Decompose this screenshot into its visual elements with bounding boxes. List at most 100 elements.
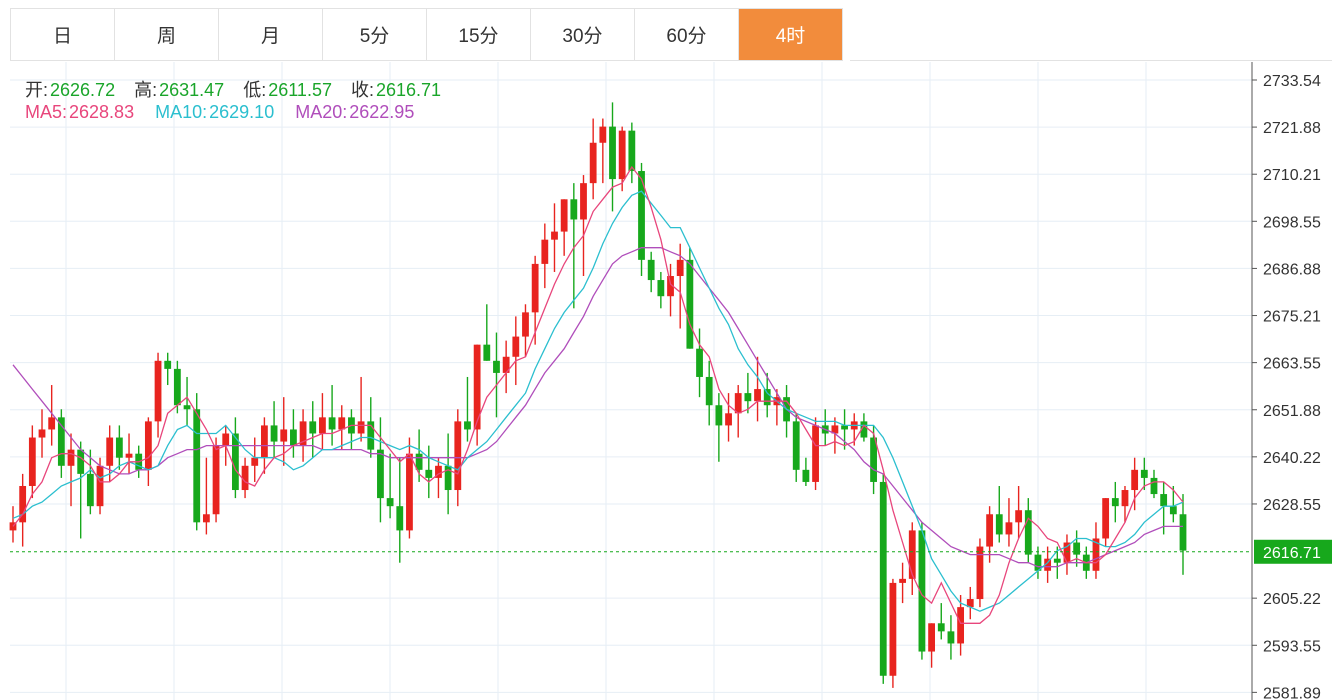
tab-week[interactable]: 周 [115, 9, 219, 61]
candle-body [812, 425, 819, 482]
candle-body [1140, 469, 1148, 478]
candle-body [638, 171, 645, 260]
ma10-line [12, 190, 1184, 612]
candle-body [609, 126, 616, 180]
candle-body [1053, 558, 1061, 563]
candle-body [48, 417, 56, 430]
candle-body [261, 425, 268, 458]
high-value: 2631.47 [159, 80, 225, 100]
candle-body [657, 280, 665, 297]
candle-body [251, 457, 259, 466]
candle-body [106, 437, 114, 466]
candle-body [531, 263, 539, 313]
close-value: 2616.71 [376, 80, 442, 100]
candle-body [725, 413, 732, 426]
candle-body [522, 312, 529, 337]
candle-body [1150, 477, 1158, 495]
ma10-value: 2629.10 [209, 102, 275, 122]
tab-5min[interactable]: 5分 [323, 9, 427, 61]
close-label: 收: [350, 80, 374, 100]
candle-body [512, 336, 520, 357]
candle-body [889, 582, 897, 676]
ma20-value: 2622.95 [349, 102, 415, 122]
candle-body [444, 465, 452, 491]
candle-body [290, 429, 297, 446]
candle-body [647, 259, 655, 281]
tab-30min[interactable]: 30分 [531, 9, 635, 61]
candle-body [841, 425, 848, 430]
candle-body [493, 360, 500, 373]
y-tick-label: 2628.55 [1263, 497, 1321, 514]
candle-body [705, 376, 713, 406]
candle-body [386, 498, 394, 507]
candle-body [415, 453, 423, 470]
tab-month[interactable]: 月 [219, 9, 323, 61]
tab-15min[interactable]: 15分 [427, 9, 531, 61]
candle-body [77, 449, 85, 474]
candle-body [831, 425, 839, 434]
candle-body [928, 623, 935, 652]
y-tick-label: 2593.55 [1263, 638, 1321, 655]
low-label: 低: [243, 80, 267, 100]
candle-body [1092, 538, 1100, 571]
candle-body [860, 421, 868, 438]
candle-body [986, 514, 994, 547]
candle-body [319, 417, 326, 434]
candle-body [328, 417, 336, 430]
candle-body [435, 465, 442, 478]
tab-60min[interactable]: 60分 [635, 9, 739, 61]
candle-body [1063, 542, 1071, 563]
candle-body [628, 130, 636, 172]
candle-body [144, 421, 152, 470]
candle-body [28, 437, 36, 486]
candle-body [1160, 494, 1168, 507]
last-price-badge [1254, 539, 1332, 564]
candle-body [396, 506, 404, 531]
candle-body [754, 389, 761, 402]
candle-body [995, 514, 1003, 535]
candle-body [1034, 554, 1042, 571]
candle-body [1015, 510, 1023, 523]
candle-body [696, 348, 703, 377]
y-tick-label: 2663.55 [1263, 356, 1321, 373]
y-tick-label: 2698.55 [1263, 214, 1321, 231]
candle-body [193, 409, 201, 523]
open-value: 2626.72 [50, 80, 116, 100]
candle-body [38, 429, 46, 438]
y-tick-label: 2733.54 [1263, 73, 1321, 90]
candle-body [947, 631, 955, 644]
candle-body [19, 485, 27, 523]
candle-body [734, 393, 742, 414]
y-tick-label: 2675.21 [1263, 309, 1321, 326]
candle-body [1005, 522, 1013, 535]
candle-body [1102, 498, 1110, 539]
candle-body [580, 183, 587, 220]
candle-body [473, 344, 481, 430]
candle-body [57, 417, 65, 466]
candle-body [338, 417, 346, 430]
y-tick-label: 2686.88 [1263, 261, 1321, 278]
candle-body [299, 421, 307, 446]
candle-body [918, 530, 926, 652]
y-tick-label: 2651.88 [1263, 403, 1321, 420]
candle-body [280, 429, 288, 442]
tab-day[interactable]: 日 [11, 9, 115, 61]
candle-body [483, 344, 491, 361]
candle-body [676, 259, 684, 277]
candle-body [541, 239, 549, 264]
ma-info: MA5: 2628.83 MA10: 2629.10 MA20: 2622.95 [25, 102, 416, 123]
candle-body [763, 389, 771, 406]
candle-body [715, 405, 723, 426]
candle-body [589, 142, 597, 184]
candle-body [618, 130, 626, 180]
candle-body [570, 199, 578, 220]
candle-body [686, 259, 694, 349]
candle-body [1111, 498, 1119, 507]
candle-body [879, 481, 887, 676]
y-tick-label: 2721.88 [1263, 120, 1321, 137]
tab-4hour[interactable]: 4时 [739, 9, 843, 61]
candle-body [551, 231, 558, 240]
candle-body [164, 360, 172, 369]
ma5-label: MA5: [25, 102, 68, 122]
